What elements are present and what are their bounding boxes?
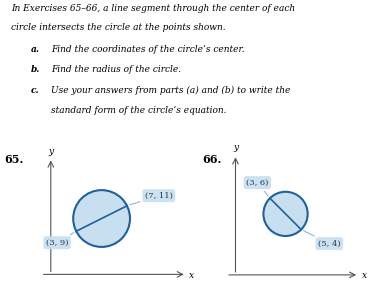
Text: 65.: 65. (4, 154, 23, 165)
Text: y: y (48, 147, 53, 156)
Text: (5, 4): (5, 4) (304, 231, 341, 248)
Text: standard form of the circle’s equation.: standard form of the circle’s equation. (51, 106, 227, 115)
Text: Find the radius of the circle.: Find the radius of the circle. (51, 65, 182, 74)
Circle shape (263, 192, 308, 236)
Text: (3, 9): (3, 9) (46, 233, 74, 247)
Text: x: x (362, 271, 367, 280)
Text: c.: c. (30, 86, 39, 95)
Text: Find the coordinates of the circle’s center.: Find the coordinates of the circle’s cen… (51, 45, 245, 54)
Text: y: y (233, 143, 238, 152)
Text: 66.: 66. (202, 154, 221, 165)
Text: circle intersects the circle at the points shown.: circle intersects the circle at the poin… (11, 23, 226, 32)
Text: In Exercises 65–66, a line segment through the center of each: In Exercises 65–66, a line segment throu… (11, 4, 296, 13)
Text: a.: a. (30, 45, 40, 54)
Text: x: x (189, 271, 194, 280)
Text: (7, 11): (7, 11) (130, 192, 173, 205)
Text: (3, 6): (3, 6) (246, 179, 269, 196)
Text: Use your answers from parts (a) and (b) to write the: Use your answers from parts (a) and (b) … (51, 86, 291, 95)
Text: b.: b. (30, 65, 40, 74)
Circle shape (73, 190, 130, 247)
